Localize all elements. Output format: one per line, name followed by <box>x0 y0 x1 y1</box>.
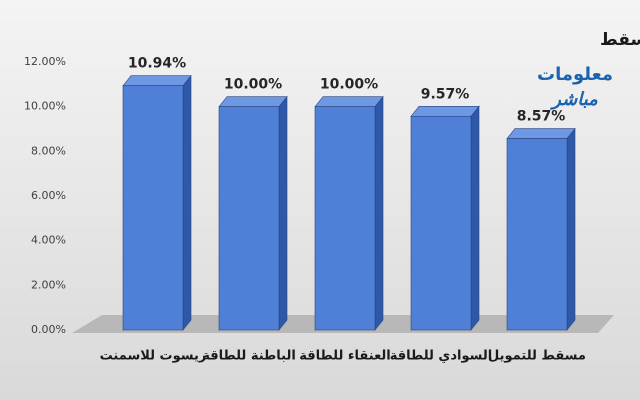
y-tick-label: 10.00% <box>24 100 66 113</box>
bar-side <box>182 74 192 331</box>
bar-side <box>470 105 480 331</box>
y-tick-label: 6.00% <box>31 189 66 202</box>
y-tick-label: 8.00% <box>31 144 66 157</box>
data-label: 8.57% <box>517 109 566 125</box>
data-label: 10.00% <box>320 77 378 93</box>
bar-side <box>374 95 384 331</box>
y-tick-label: 0.00% <box>31 323 66 336</box>
chart-title: أكثر 5 أسهم رابحة ببورصة مسقط <box>600 28 640 50</box>
bar-top <box>314 96 384 107</box>
x-tick-label: ريسوت للاسمنت <box>100 349 207 364</box>
logo-line: مباشر <box>549 89 598 110</box>
bar <box>218 106 280 331</box>
logo-line: معلومات <box>537 64 613 85</box>
bar <box>314 106 376 331</box>
y-tick-label: 12.00% <box>24 55 66 68</box>
bar-top <box>506 128 576 139</box>
bar <box>506 138 568 331</box>
bar <box>410 115 472 331</box>
data-label: 10.00% <box>224 77 282 93</box>
bar <box>122 85 184 331</box>
y-tick-label: 2.00% <box>31 278 66 291</box>
data-label: 10.94% <box>128 56 186 72</box>
x-tick-label: العنقاء للطاقة <box>299 349 391 364</box>
bar-top <box>122 75 192 86</box>
y-tick-label: 4.00% <box>31 234 66 247</box>
bar-top <box>410 105 480 117</box>
x-tick-label: الباطنة للطاقة <box>202 349 296 364</box>
bar-side <box>278 95 288 331</box>
data-label: 9.57% <box>421 86 470 102</box>
bar-top <box>218 96 288 107</box>
bar-side <box>566 127 576 331</box>
x-tick-label: السوادي للطاقة <box>390 349 492 364</box>
x-tick-label: مسقط للتمويل <box>488 349 586 364</box>
